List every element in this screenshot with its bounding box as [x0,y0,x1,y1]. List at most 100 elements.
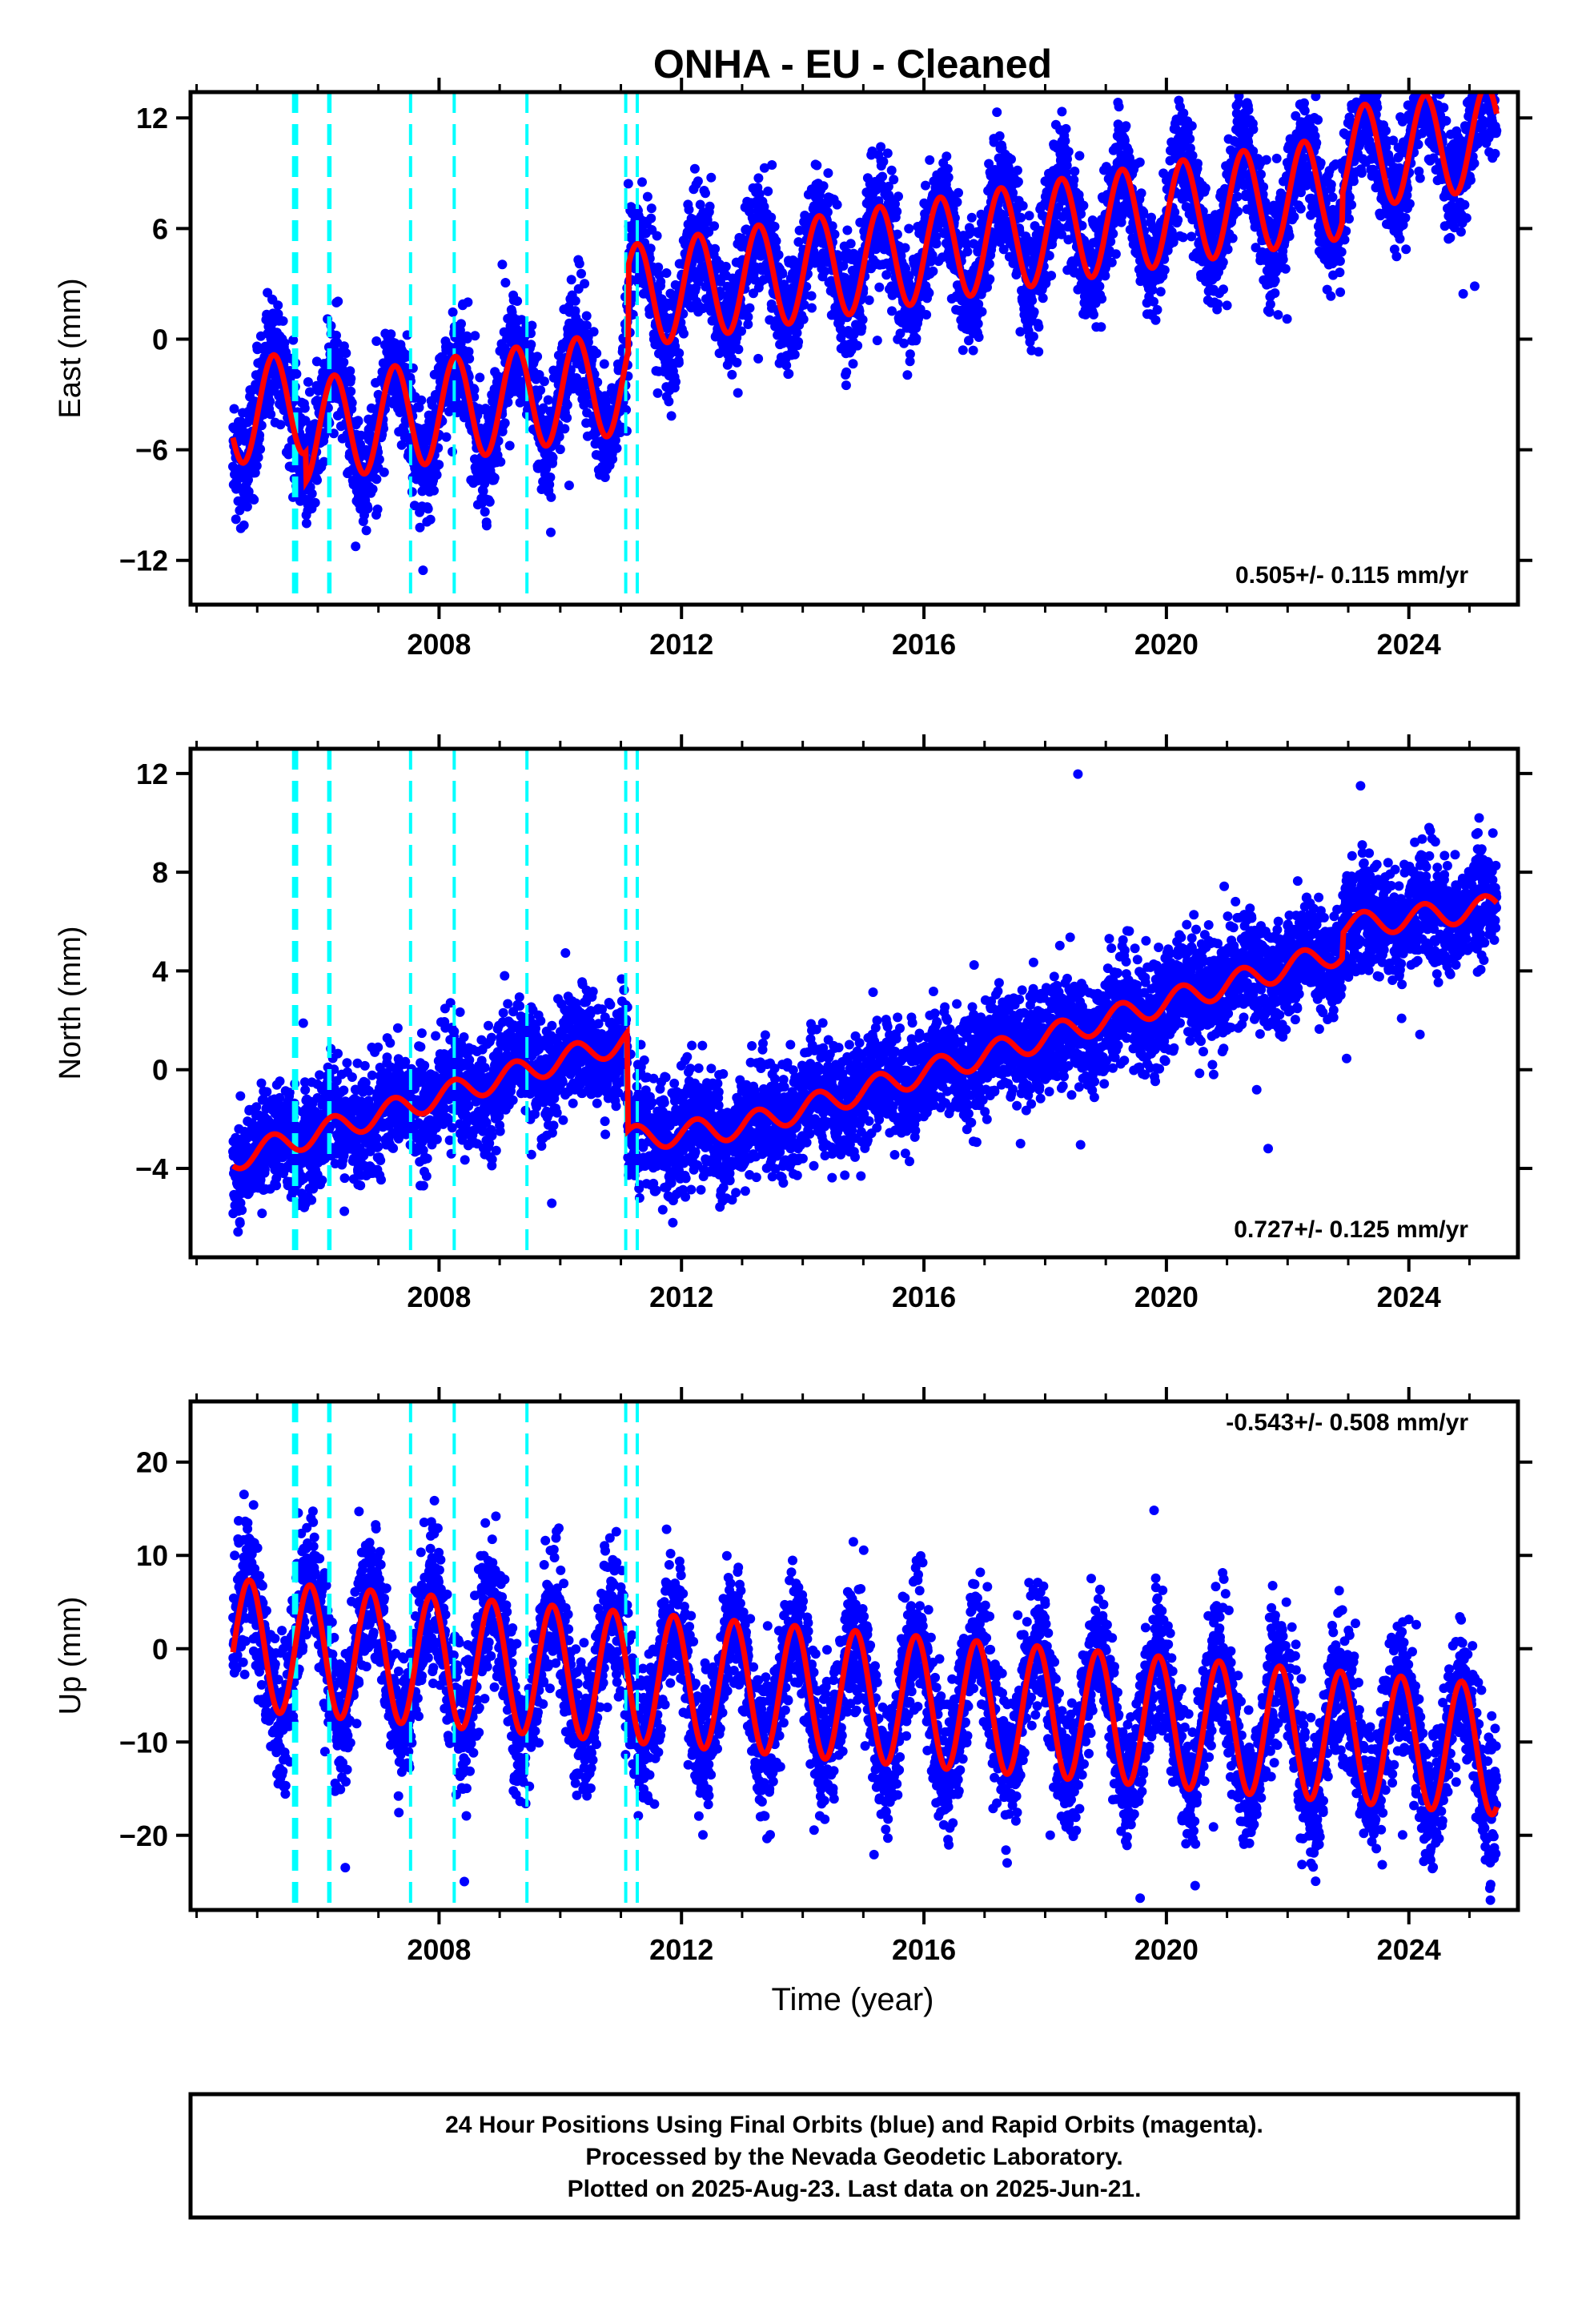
data-point [256,420,267,431]
data-point [962,247,973,257]
data-point [564,480,574,491]
data-point [1070,167,1080,176]
data-point [679,328,689,339]
data-point [484,497,495,507]
data-point [544,480,555,490]
data-point [351,541,361,552]
data-point [1134,157,1145,167]
data-point [842,225,853,235]
data-point [545,472,556,482]
data-point [977,307,987,317]
data-point [807,303,817,313]
data-point [363,504,373,514]
data-point [921,310,932,320]
data-point [347,398,357,408]
data-point [539,376,549,387]
data-point [427,400,437,410]
data-point [536,385,546,396]
data-point [1069,175,1079,185]
data-point [753,353,764,364]
data-point [889,175,899,185]
data-point [766,212,777,223]
data-point [560,424,570,434]
data-point [242,501,252,512]
data-point [1218,257,1228,267]
data-point [566,275,576,285]
data-point [548,452,558,463]
data-point [878,156,889,167]
data-point [345,366,355,376]
data-point [812,160,822,171]
data-point [886,165,897,175]
data-point [371,474,382,485]
data-point [275,420,286,430]
data-point [600,395,611,405]
data-point [251,460,262,471]
data-point [664,396,674,407]
data-point [367,484,378,494]
data-point [1044,251,1054,261]
data-point [721,261,731,271]
data-point [806,291,817,301]
data-point [1094,281,1105,292]
data-point [599,359,609,369]
data-point [905,349,915,360]
data-point [1060,136,1070,146]
data-point [973,319,983,329]
data-point [239,520,249,530]
data-point [401,352,412,362]
data-point [592,348,602,359]
data-point [1213,299,1223,309]
data-point [581,320,592,331]
data-point [900,243,910,253]
data-point [489,472,500,483]
data-point [1057,107,1067,117]
data-point [727,369,737,380]
data-point [646,213,656,223]
data-point [504,440,515,451]
data-point [346,386,356,396]
data-point [534,370,544,380]
data-point [265,396,275,407]
data-point [943,172,954,183]
data-point [1074,151,1085,161]
data-point [877,171,888,182]
data-point [732,357,742,368]
data-point [372,505,383,514]
data-point [798,314,809,324]
data-point [1038,293,1048,304]
data-point [346,373,356,384]
data-point [273,300,283,311]
data-point [1178,232,1188,243]
data-point [600,472,610,482]
data-point [966,212,977,223]
data-point [500,418,510,428]
data-point [705,201,715,211]
data-point [773,250,784,260]
data-point [874,282,885,292]
data-point [1186,231,1197,242]
data-point [1034,347,1044,357]
data-point [229,404,239,414]
data-point [931,239,942,249]
data-point [570,296,580,306]
data-point [902,370,913,380]
data-point [500,278,511,287]
data-point [253,452,263,463]
data-point [462,333,472,344]
figure-title: ONHA - EU - Cleaned [653,42,1052,86]
data-point [671,376,681,387]
data-point [546,527,556,537]
data-point [610,435,620,445]
data-point [992,107,1002,118]
data-point [243,475,253,485]
data-point [1061,123,1071,134]
data-point [637,177,647,187]
data-point [1159,265,1170,275]
data-point [642,191,652,202]
data-point [255,444,266,454]
data-point [689,163,700,174]
data-point [646,203,656,214]
data-point [266,409,276,420]
data-point [893,191,903,202]
